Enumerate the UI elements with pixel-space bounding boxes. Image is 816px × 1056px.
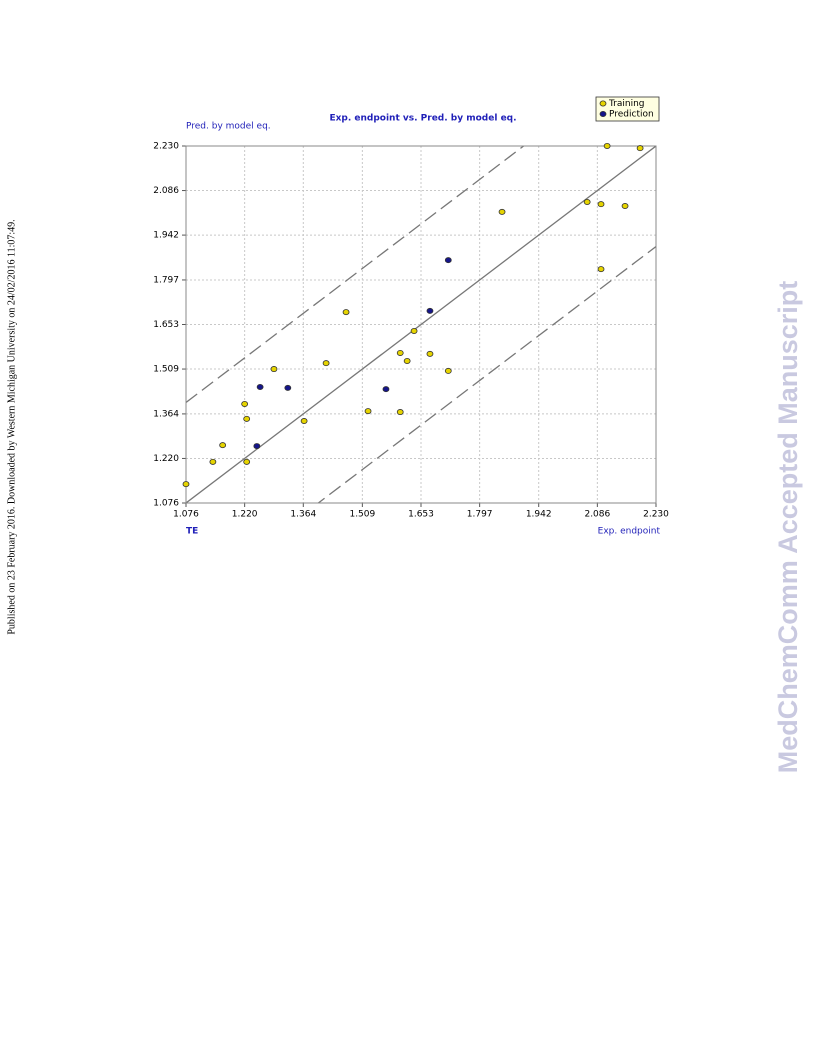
- y-tick-label: 1.942: [153, 231, 179, 241]
- y-tick-label: 1.076: [153, 499, 179, 509]
- x-tick-label: 1.797: [467, 510, 493, 520]
- reference-lines: [186, 146, 656, 503]
- point: [253, 443, 261, 450]
- x-tick-label: 1.364: [290, 510, 316, 520]
- point: [243, 458, 251, 465]
- point: [322, 360, 330, 367]
- x-tick-label: 1.220: [232, 510, 258, 520]
- point: [182, 481, 190, 488]
- x-tick-label: 2.230: [643, 510, 669, 520]
- point: [300, 418, 308, 425]
- corner-label: TE: [186, 527, 198, 537]
- chart-title: Exp. endpoint vs. Pred. by model eq.: [329, 114, 516, 124]
- point: [396, 409, 404, 416]
- x-tick-label: 2.086: [584, 510, 610, 520]
- point: [583, 198, 591, 205]
- point: [403, 358, 411, 365]
- point: [396, 349, 404, 356]
- point: [621, 203, 629, 210]
- x-tick-label: 1.509: [349, 510, 375, 520]
- x-tick-label: 1.942: [526, 510, 552, 520]
- side-note: Published on 23 February 2016. Downloade…: [6, 219, 17, 634]
- point: [382, 386, 390, 393]
- point: [284, 384, 292, 391]
- plot-frame: [185, 145, 657, 504]
- legend-label: Prediction: [609, 110, 654, 120]
- x-tick-label: 1.076: [173, 510, 199, 520]
- point: [241, 401, 249, 408]
- legend-swatch: [599, 100, 607, 107]
- y-tick-label: 1.653: [153, 320, 179, 330]
- point: [410, 327, 418, 334]
- point: [270, 366, 278, 373]
- y-tick-label: 2.230: [153, 142, 179, 152]
- point: [603, 142, 611, 149]
- point: [444, 257, 452, 264]
- legend-swatch: [599, 111, 607, 118]
- y-tick-label: 1.509: [153, 365, 179, 375]
- point: [243, 415, 251, 422]
- point: [364, 408, 372, 415]
- point: [597, 266, 605, 273]
- points: [182, 142, 644, 488]
- y-axis-label: Pred. by model eq.: [186, 122, 271, 132]
- y-tick-label: 1.220: [153, 454, 179, 464]
- point: [256, 383, 264, 390]
- point: [597, 201, 605, 208]
- x-axis-label: Exp. endpoint: [598, 527, 661, 537]
- point: [342, 309, 350, 316]
- point: [426, 307, 434, 314]
- legend-label: Training: [608, 99, 645, 109]
- point: [636, 145, 644, 152]
- y-tick-label: 1.364: [153, 409, 179, 419]
- y-tick-label: 1.797: [153, 275, 179, 285]
- point: [426, 350, 434, 357]
- x-tick-label: 1.653: [408, 510, 434, 520]
- watermark: MedChemComm Accepted Manuscript: [773, 281, 803, 774]
- point: [498, 208, 506, 215]
- point: [209, 458, 217, 465]
- point: [444, 367, 452, 374]
- y-tick-label: 2.086: [153, 186, 179, 196]
- diagonal: [186, 146, 656, 503]
- point: [219, 442, 227, 449]
- lower-band: [317, 246, 656, 503]
- legend-box: [595, 96, 660, 122]
